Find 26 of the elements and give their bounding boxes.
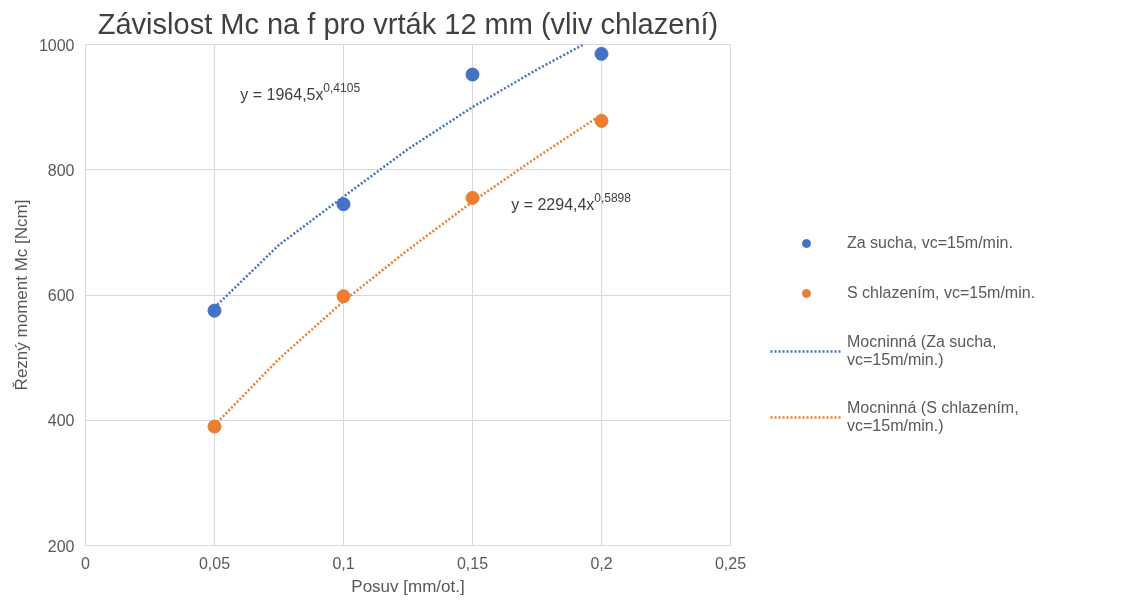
legend-label: Mocninná (Za sucha, vc=15m/min.) <box>847 333 997 369</box>
x-tick-label: 0 <box>81 554 91 572</box>
legend-label: Za sucha, vc=15m/min. <box>847 233 1013 253</box>
x-tick-label: 0,15 <box>456 554 489 572</box>
chart-title: Závislost Mc na f pro vrták 12 mm (vliv chlazení) <box>97 7 719 40</box>
y-axis-title: Řezný moment Mc [Ncm] <box>11 199 31 391</box>
y-tick-label: 200 <box>47 537 75 555</box>
point <box>336 197 351 212</box>
point <box>207 419 222 434</box>
legend-label: Mocninná (S chlazením, vc=15m/min.) <box>847 399 1019 435</box>
x-axis-title: Posuv [mm/ot.] <box>351 576 465 596</box>
point <box>594 46 609 61</box>
x-tick-label: 0,2 <box>590 554 613 572</box>
y-tick-label: 1000 <box>38 36 75 54</box>
x-tick-label: 0,25 <box>714 554 747 572</box>
point <box>465 190 480 205</box>
point <box>336 289 351 304</box>
legend-label: S chlazením, vc=15m/min. <box>847 283 1036 303</box>
point <box>207 303 222 318</box>
y-tick-label: 400 <box>47 412 75 430</box>
point <box>594 113 609 128</box>
x-tick-label: 0,1 <box>332 554 355 572</box>
y-tick-label: 600 <box>47 287 75 304</box>
point <box>465 67 480 82</box>
y-tick-label: 800 <box>47 161 75 179</box>
x-tick-label: 0,05 <box>198 554 231 572</box>
